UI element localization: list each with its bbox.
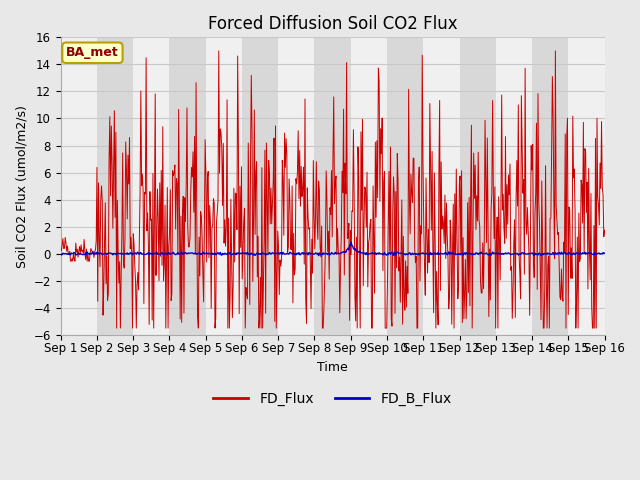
Bar [568, 37, 605, 335]
Bar [496, 37, 532, 335]
Bar [97, 37, 133, 335]
Bar [133, 37, 170, 335]
Bar [351, 37, 387, 335]
Bar [205, 37, 242, 335]
Bar [460, 37, 496, 335]
Bar [423, 37, 460, 335]
Bar [314, 37, 351, 335]
Bar [61, 37, 97, 335]
Y-axis label: Soil CO2 Flux (umol/m2/s): Soil CO2 Flux (umol/m2/s) [15, 105, 28, 267]
Title: Forced Diffusion Soil CO2 Flux: Forced Diffusion Soil CO2 Flux [208, 15, 458, 33]
Bar [387, 37, 423, 335]
Bar [242, 37, 278, 335]
Text: BA_met: BA_met [66, 46, 119, 59]
Bar [170, 37, 205, 335]
Bar [278, 37, 314, 335]
Legend: FD_Flux, FD_B_Flux: FD_Flux, FD_B_Flux [208, 386, 458, 411]
Bar [532, 37, 568, 335]
X-axis label: Time: Time [317, 361, 348, 374]
